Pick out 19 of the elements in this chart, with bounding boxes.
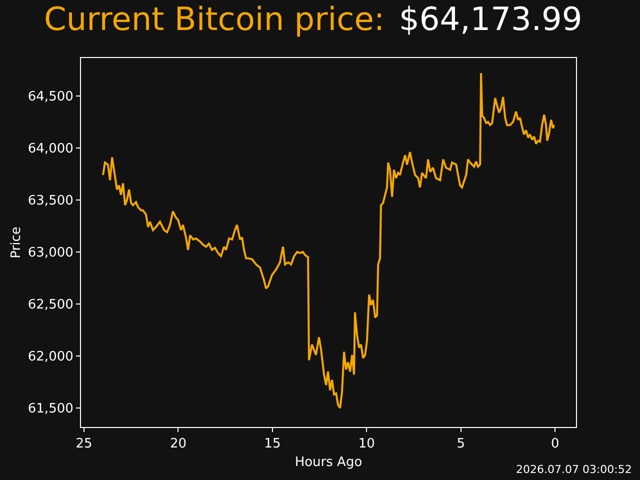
y-tick-label: 62,500	[28, 298, 74, 313]
x-tick-label: 0	[550, 436, 560, 452]
line-series	[102, 72, 556, 409]
x-tick-label: 5	[456, 436, 466, 452]
text: 2026.07.07 03:00:52	[516, 463, 632, 476]
y-tick-label: 64,500	[28, 90, 74, 105]
y-tick-label: 61,500	[28, 402, 74, 417]
x-tick-label: 20	[170, 436, 187, 452]
x-tick-label: 10	[358, 436, 375, 452]
x-tick-label: 25	[76, 436, 92, 452]
y-tick-label: 62,000	[28, 350, 74, 365]
x-tick-label: 15	[264, 436, 281, 452]
y-tick-label: 64,000	[28, 142, 74, 157]
y-axis-title: Price	[8, 226, 24, 258]
chart-title: Current Bitcoin price:	[44, 0, 385, 38]
y-tick-label: 63,000	[28, 246, 74, 261]
x-axis-title: Hours Ago	[294, 455, 362, 470]
chart-subtitle: $64,173.99	[399, 0, 582, 38]
y-tick-label: 63,500	[28, 194, 74, 209]
